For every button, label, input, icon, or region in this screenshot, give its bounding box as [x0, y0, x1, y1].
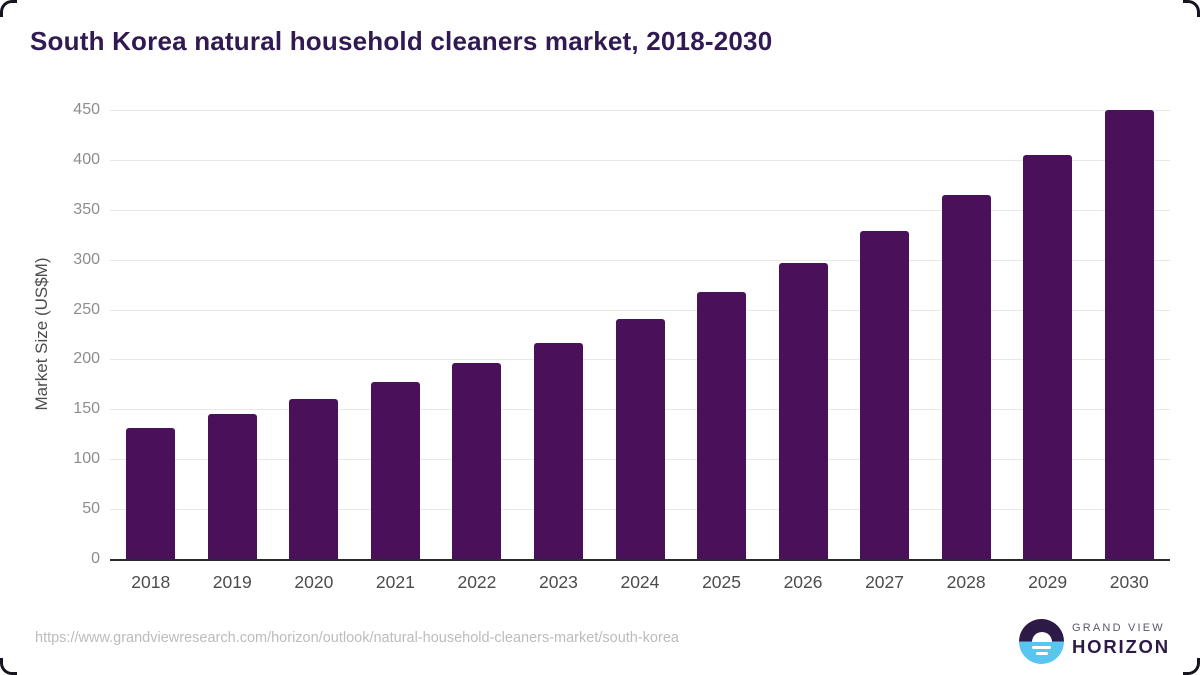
grand-view-horizon-logo: GRAND VIEW HORIZON [1019, 619, 1179, 665]
x-tick-label: 2029 [1028, 572, 1068, 592]
bar [941, 194, 991, 559]
y-tick-label: 400 [73, 150, 100, 168]
bar [452, 363, 502, 559]
x-tick-label: 2019 [212, 572, 252, 592]
x-axis-line [110, 559, 1170, 561]
y-tick-label: 450 [73, 101, 100, 118]
bar [1023, 154, 1073, 559]
y-tick-label: 250 [73, 300, 100, 318]
x-tick-label: 2022 [457, 572, 497, 592]
rounded-corner-top-right [1183, 0, 1200, 17]
sun-reflection-line [1035, 652, 1048, 655]
y-tick-label: 350 [73, 200, 100, 218]
bar [289, 399, 339, 559]
rounded-corner-bottom-left [0, 658, 17, 675]
y-gridline [110, 159, 1170, 161]
y-gridline [110, 309, 1170, 311]
chart-title: South Korea natural household cleaners m… [30, 26, 773, 56]
y-tick-label: 100 [73, 450, 100, 468]
bar [534, 342, 583, 559]
logo-text: GRAND VIEW HORIZON [1072, 622, 1170, 658]
bar [778, 262, 828, 559]
logo-product-name: HORIZON [1072, 636, 1170, 657]
bar [370, 382, 420, 559]
y-gridline [110, 259, 1170, 261]
rounded-corner-top-left [0, 0, 17, 17]
x-tick-label: 2018 [131, 572, 171, 592]
x-tick-label: 2027 [865, 572, 905, 592]
y-tick-label: 150 [73, 400, 100, 418]
sun-reflection-line [1032, 645, 1051, 649]
rounded-corner-bottom-right [1183, 658, 1200, 675]
x-tick-label: 2021 [375, 572, 415, 592]
x-tick-label: 2023 [538, 572, 578, 592]
y-axis-title: Market Size (US$M) [32, 257, 51, 411]
source-url: https://www.grandviewresearch.com/horizo… [35, 630, 679, 646]
bar [615, 318, 665, 559]
y-tick-label: 0 [91, 550, 100, 567]
bar [860, 230, 910, 559]
x-tick-label: 2028 [946, 572, 986, 592]
bar [126, 428, 176, 559]
sun-shape [1031, 631, 1052, 642]
x-tick-label: 2026 [783, 572, 823, 592]
logo-brand-name: GRAND VIEW [1072, 622, 1165, 634]
horizon-sun-icon [1019, 619, 1064, 664]
y-tick-label: 200 [73, 350, 100, 368]
y-tick-label: 300 [73, 250, 100, 268]
x-tick-label: 2025 [702, 572, 742, 592]
y-gridline [110, 110, 1170, 111]
bar [697, 291, 746, 559]
x-tick-label: 2020 [294, 572, 334, 592]
y-gridline [110, 209, 1170, 211]
bar [1104, 110, 1154, 559]
x-tick-label: 2030 [1109, 572, 1149, 592]
bar [207, 414, 257, 559]
x-tick-label: 2024 [620, 572, 660, 592]
y-tick-label: 50 [82, 500, 100, 518]
